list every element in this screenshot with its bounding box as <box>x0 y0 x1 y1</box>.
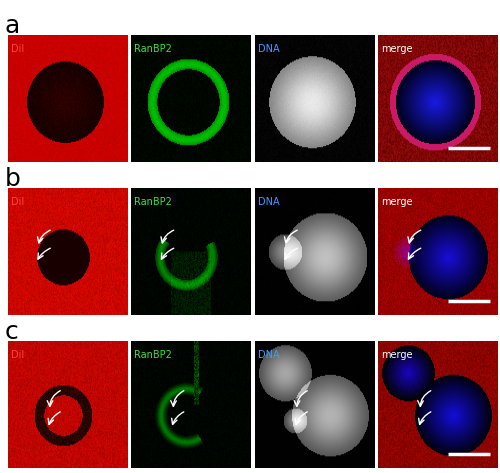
Text: merge: merge <box>382 350 413 360</box>
Text: DNA: DNA <box>258 350 280 360</box>
Text: RanBP2: RanBP2 <box>134 350 172 360</box>
Text: DiI: DiI <box>11 197 24 207</box>
Text: DNA: DNA <box>258 197 280 207</box>
Text: merge: merge <box>382 44 413 54</box>
Text: merge: merge <box>382 197 413 207</box>
Text: DiI: DiI <box>11 44 24 54</box>
Text: DNA: DNA <box>258 44 280 54</box>
Text: c: c <box>5 320 19 344</box>
Text: RanBP2: RanBP2 <box>134 197 172 207</box>
Text: a: a <box>5 14 20 38</box>
Text: DiI: DiI <box>11 350 24 360</box>
Text: RanBP2: RanBP2 <box>134 44 172 54</box>
Text: b: b <box>5 167 21 191</box>
